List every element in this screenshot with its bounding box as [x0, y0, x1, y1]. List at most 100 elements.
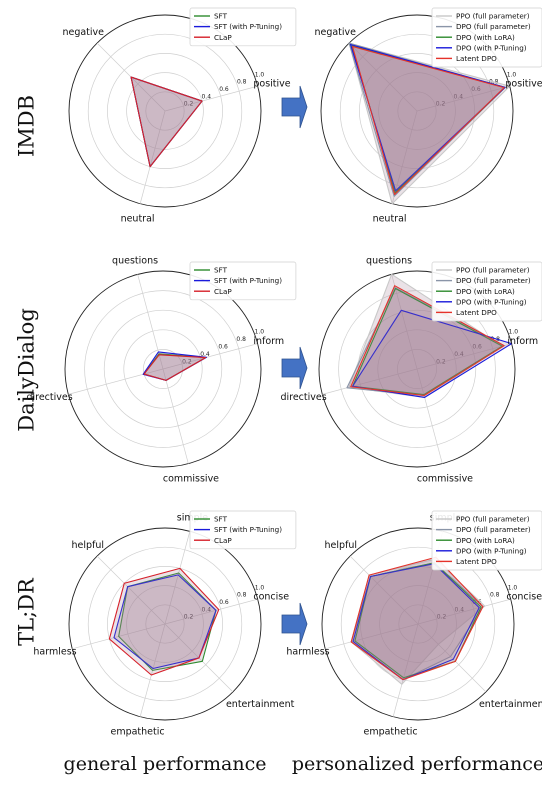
- axis-label-inform: inform: [507, 336, 538, 347]
- legend-label-latent-dpo: Latent DPO: [456, 308, 497, 317]
- legend-label-sft: SFT: [214, 12, 228, 21]
- legend-label-dpo-full-parameter: DPO (full parameter): [456, 525, 531, 534]
- legend-label-dpo-full-parameter: DPO (full parameter): [456, 276, 531, 285]
- grid-spoke: [417, 623, 487, 693]
- axis-label-commissive: commissive: [163, 473, 219, 484]
- grid-ring: [339, 33, 495, 189]
- legend-label-dpo-with-lora: DPO (with LoRA): [456, 536, 515, 545]
- grid-ring: [143, 349, 183, 389]
- radial-tick-label: 0.8: [236, 336, 246, 343]
- radar-frame: [321, 527, 515, 721]
- grid-ring: [145, 604, 185, 644]
- grid-ring: [145, 91, 185, 131]
- legend-label-latent-dpo: Latent DPO: [456, 557, 497, 566]
- legend-box: [189, 510, 297, 550]
- grid-spoke: [68, 368, 164, 395]
- grid-ring: [87, 546, 243, 702]
- radar-frame: [318, 270, 516, 468]
- legend-label-sft-with-p-tuning: SFT (with P-Tuning): [214, 22, 282, 31]
- axis-label-empathetic: empathetic: [110, 726, 164, 737]
- legend-label-ppo-full-parameter: PPO (full parameter): [456, 515, 530, 524]
- arrow-right-icon: [281, 602, 308, 646]
- axis-label-entertainment: entertainment: [479, 699, 542, 710]
- radial-tick-label: 0.2: [182, 358, 192, 365]
- axis-label-negative: negative: [314, 27, 356, 38]
- arrow-group: [281, 85, 308, 646]
- grid-spoke: [162, 343, 258, 370]
- grid-ring: [123, 329, 203, 409]
- legend-label-sft-with-p-tuning: SFT (with P-Tuning): [214, 525, 282, 534]
- grid-ring: [397, 349, 437, 389]
- grid-ring: [359, 53, 475, 169]
- series-clap: [143, 354, 207, 381]
- grid-spoke: [417, 598, 511, 625]
- series-latent-dpo: [351, 45, 505, 196]
- grid-spoke: [137, 274, 164, 370]
- grid-ring: [103, 309, 223, 429]
- radial-tick-label: 0.2: [436, 101, 446, 108]
- axis-label-neutral: neutral: [121, 213, 155, 224]
- radial-tick-label: 1.0: [255, 328, 265, 335]
- radial-tick-label: 0.2: [184, 614, 194, 621]
- legend-label-latent-dpo: Latent DPO: [456, 54, 497, 63]
- radial-tick-label: 1.0: [507, 71, 517, 78]
- radial-tick-label: 0.8: [490, 592, 500, 599]
- grid-spoke: [391, 110, 418, 204]
- axis-label-helpful: helpful: [71, 540, 104, 551]
- radial-tick-label: 1.0: [509, 328, 519, 335]
- series-dpo-with-p-tuning: [352, 309, 513, 398]
- axis-label-harmless: harmless: [286, 646, 329, 657]
- legend-label-sft: SFT: [214, 515, 228, 524]
- legend-box: [189, 261, 297, 301]
- grid-ring: [398, 604, 438, 644]
- grid-spoke: [164, 598, 258, 625]
- legend-box: [431, 261, 542, 322]
- radial-tick-label: 0.8: [237, 79, 247, 86]
- radial-tick-label: 0.4: [454, 606, 464, 613]
- legend: PPO (full parameter)DPO (full parameter)…: [431, 510, 542, 571]
- axis-label-empathetic: empathetic: [363, 726, 417, 737]
- radar-panel-imdb-personalized: 0.20.40.60.81.0positivenegativeneutralPP…: [314, 7, 542, 224]
- legend-label-clap: CLaP: [214, 33, 232, 42]
- radar-frame: [68, 527, 262, 721]
- legend: PPO (full parameter)DPO (full parameter)…: [431, 7, 542, 68]
- legend-label-clap: CLaP: [214, 536, 232, 545]
- radial-tick-label: 0.2: [437, 614, 447, 621]
- legend-label-dpo-with-lora: DPO (with LoRA): [456, 33, 515, 42]
- radar-frame: [68, 14, 262, 208]
- radar-frame: [64, 270, 262, 468]
- grid-spoke: [139, 110, 166, 204]
- grid-spoke: [325, 623, 419, 650]
- legend-label-dpo-with-p-tuning: DPO (with P-Tuning): [456, 546, 527, 555]
- radial-tick-label: 0.8: [490, 336, 500, 343]
- axis-label-directives: directives: [26, 392, 72, 403]
- axis-label-positive: positive: [505, 79, 542, 90]
- grid-spoke: [348, 42, 418, 112]
- legend-box: [431, 510, 542, 571]
- legend-label-dpo-with-p-tuning: DPO (with P-Tuning): [456, 297, 527, 306]
- grid-ring: [126, 585, 204, 663]
- radial-tick-label: 0.4: [453, 93, 463, 100]
- radial-tick-label: 0.4: [200, 351, 210, 358]
- series-clap: [130, 76, 203, 168]
- legend: PPO (full parameter)DPO (full parameter)…: [431, 261, 542, 322]
- axis-label-inform: inform: [253, 336, 284, 347]
- radial-tick-label: 1.0: [255, 584, 265, 591]
- row-label-imdb: IMDB: [15, 95, 39, 157]
- grid-spoke: [392, 623, 419, 717]
- radial-tick-label: 0.8: [237, 592, 247, 599]
- legend-label-ppo-full-parameter: PPO (full parameter): [456, 12, 530, 21]
- radial-tick-label: 0.6: [218, 343, 228, 350]
- arrow-right-icon: [281, 85, 308, 129]
- axis-label-negative: negative: [62, 27, 104, 38]
- grid-spoke: [96, 555, 166, 625]
- legend-label-clap: CLaP: [214, 287, 232, 296]
- legend-label-ppo-full-parameter: PPO (full parameter): [456, 266, 530, 275]
- series-latent-dpo: [350, 556, 484, 681]
- arrow-right-icon: [281, 346, 308, 390]
- legend-box: [431, 7, 542, 68]
- axis-label-entertainment: entertainment: [226, 699, 295, 710]
